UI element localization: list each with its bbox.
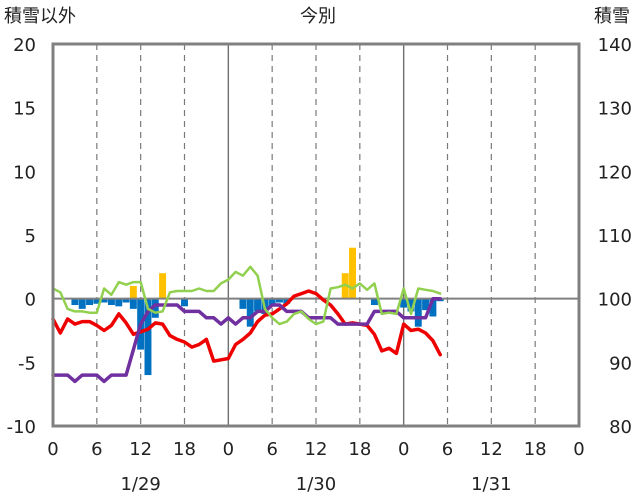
blue-bar <box>100 298 108 303</box>
blue-bar <box>129 298 137 309</box>
blue-bar <box>93 298 101 304</box>
right-tick-label: 80 <box>609 417 632 438</box>
grid-layer <box>96 44 536 426</box>
purple-series-line <box>51 296 442 384</box>
red-series-line <box>51 289 442 363</box>
blue-bar <box>429 298 437 317</box>
x-tick-label: 6 <box>91 439 102 460</box>
left-tick-label: 10 <box>13 162 36 183</box>
blue-bar <box>71 298 79 306</box>
blue-bar <box>78 298 86 309</box>
x-tick-label: 6 <box>442 439 453 460</box>
right-axis-label: 積雪 <box>594 6 630 27</box>
blue-bar <box>400 298 408 308</box>
plot-frame <box>51 42 581 428</box>
x-tick-label: 18 <box>524 439 547 460</box>
left-tick-label: -5 <box>18 353 36 374</box>
blue-bar <box>370 298 378 306</box>
orange-bar <box>159 273 167 299</box>
left-tick-label: -10 <box>7 417 36 438</box>
blue-bar <box>246 298 254 327</box>
right-tick-label: 110 <box>598 226 632 247</box>
x-tick-label: 18 <box>173 439 196 460</box>
blue-bar <box>115 298 123 307</box>
right-tick-label: 130 <box>598 99 632 120</box>
blue-bar <box>407 298 415 312</box>
blue-bar <box>276 298 283 303</box>
right-tick-label: 120 <box>598 162 632 183</box>
x-tick-label: 12 <box>129 439 152 460</box>
left-tick-label: 0 <box>25 290 36 311</box>
blue-bar <box>239 298 247 309</box>
orange-bar <box>129 285 137 299</box>
right-tick-label: 100 <box>598 290 632 311</box>
right-tick-label: 90 <box>609 353 632 374</box>
left-tick-label: 15 <box>13 99 36 120</box>
date-label: 1/31 <box>471 474 511 495</box>
x-tick-label: 12 <box>480 439 503 460</box>
date-label: 1/29 <box>120 474 160 495</box>
blue-bar <box>422 298 430 311</box>
blue-bar <box>107 298 115 306</box>
line-layer <box>51 265 442 384</box>
blue-bar <box>268 298 276 307</box>
left-tick-label: 20 <box>13 35 36 56</box>
x-tick-label: 18 <box>348 439 371 460</box>
blue-bar <box>283 298 291 304</box>
x-tick-label: 0 <box>47 439 58 460</box>
x-tick-label: 0 <box>398 439 409 460</box>
blue-bar <box>254 298 262 312</box>
blue-bar <box>414 298 422 327</box>
green-series-line <box>51 265 442 326</box>
orange-bar <box>349 247 356 299</box>
blue-bar <box>181 298 188 307</box>
x-tick-label: 12 <box>305 439 328 460</box>
left-axis-label: 積雪以外 <box>4 6 76 27</box>
x-tick-label: 0 <box>223 439 234 460</box>
blue-bar <box>122 298 130 303</box>
blue-bar <box>86 298 93 306</box>
blue-bar <box>151 298 159 318</box>
date-label: 1/30 <box>296 474 336 495</box>
chart-title: 今別 <box>300 6 336 27</box>
blue-bar <box>144 298 152 376</box>
left-tick-label: 5 <box>25 226 36 247</box>
right-tick-label: 140 <box>598 35 632 56</box>
x-tick-label: 0 <box>573 439 584 460</box>
x-tick-label: 6 <box>266 439 277 460</box>
